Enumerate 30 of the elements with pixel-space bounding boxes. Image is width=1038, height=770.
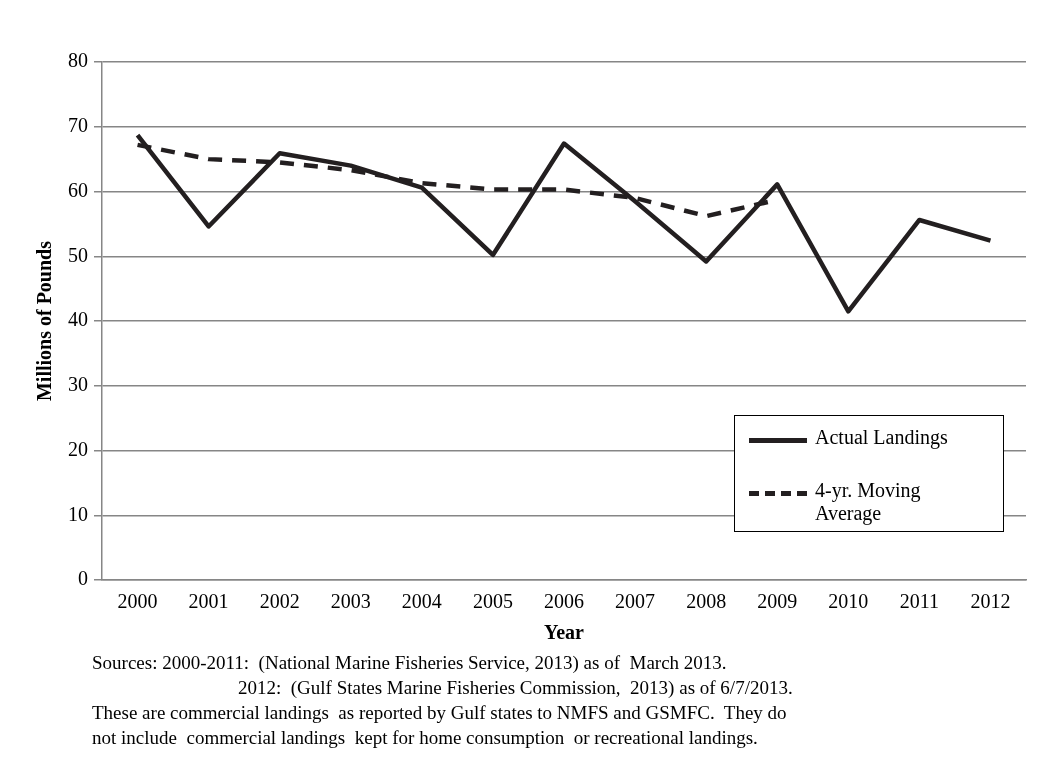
x-tick-label: 2003 bbox=[330, 590, 371, 613]
y-tick-label: 0 bbox=[78, 567, 88, 590]
y-tick-label: 60 bbox=[68, 178, 88, 201]
x-tick-label: 2012 bbox=[970, 590, 1011, 613]
y-tick-label: 80 bbox=[68, 49, 88, 72]
legend-label: 4-yr. Moving Average bbox=[815, 479, 922, 525]
x-tick-label: 2002 bbox=[259, 590, 300, 613]
x-tick-label: 2010 bbox=[828, 590, 869, 613]
x-tick-label: 2007 bbox=[615, 590, 656, 613]
text: 2012: (Gulf States Marine Fisheries Commission, 2013) as of 6/7/2013. bbox=[237, 676, 793, 700]
y-tick-label: 30 bbox=[68, 373, 88, 395]
text: These are commercial landings as reported by Gulf states to NMFS and GSMFC. They do bbox=[92, 701, 788, 725]
text: not include commercial landings kept for home consumption or recreational landings. bbox=[92, 726, 759, 750]
y-tick-label: 40 bbox=[68, 308, 88, 331]
y-axis-title: Millions of Pounds bbox=[33, 240, 56, 402]
source-note: Sources: 2000-2011: (National Marine Fisheries Service, 2013) as of March 2013. bbox=[92, 651, 728, 675]
x-tick-label: 2001 bbox=[188, 590, 229, 613]
x-tick-label: 2005 bbox=[472, 590, 513, 613]
legend-label: Actual Landings bbox=[815, 426, 948, 449]
y-tick-label: 50 bbox=[68, 243, 88, 266]
y-tick-label: 10 bbox=[68, 502, 88, 525]
x-tick-label: 2008 bbox=[686, 590, 727, 613]
x-tick-label: 2006 bbox=[544, 590, 584, 613]
x-tick-label: 2004 bbox=[401, 590, 442, 613]
x-tick-label: 2009 bbox=[757, 590, 798, 613]
y-tick-label: 70 bbox=[68, 114, 88, 136]
x-axis-title: Year bbox=[544, 621, 585, 644]
y-tick-label: 20 bbox=[68, 437, 88, 460]
x-tick-label: 2011 bbox=[899, 590, 940, 613]
x-tick-label: 2000 bbox=[117, 590, 158, 613]
